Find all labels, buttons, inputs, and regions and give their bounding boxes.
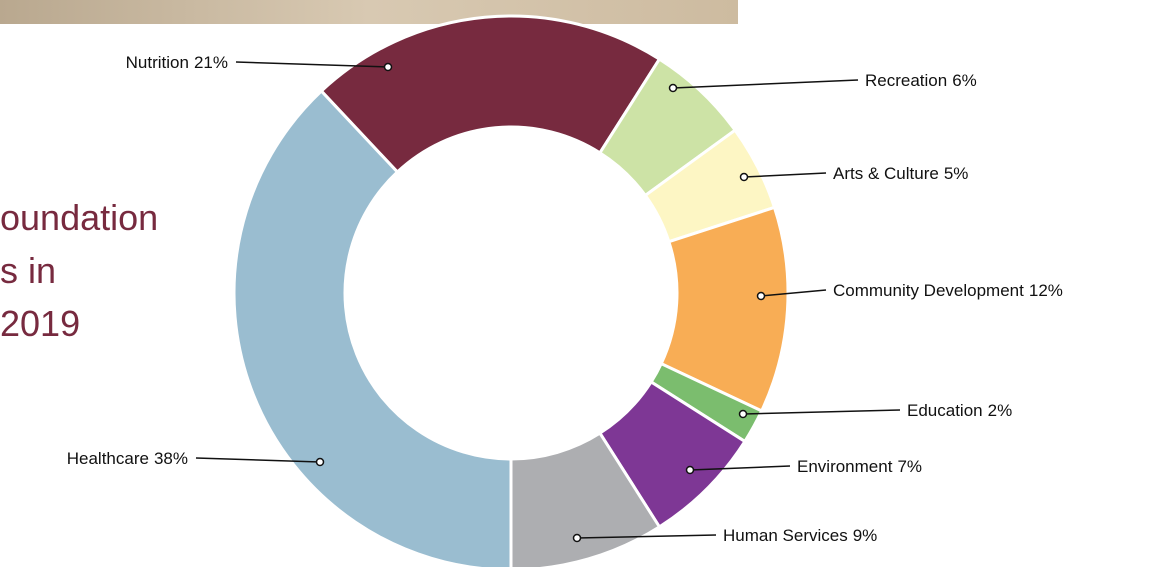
value-label: 6% xyxy=(952,71,977,90)
value-label: 38% xyxy=(154,449,188,468)
leader-dot xyxy=(738,409,748,419)
category-name: Human Services xyxy=(723,526,848,545)
leader-dot xyxy=(756,291,766,301)
leader-line xyxy=(689,465,791,471)
leader-line xyxy=(742,409,901,415)
title-line: oundation xyxy=(0,197,158,238)
category-name: Community Development xyxy=(833,281,1024,300)
slice-label: Arts & Culture 5% xyxy=(833,164,968,183)
slice-label: Human Services 9% xyxy=(723,526,877,545)
category-name: Recreation xyxy=(865,71,947,90)
slice-label: Nutrition 21% xyxy=(126,53,228,72)
value-label: 12% xyxy=(1029,281,1063,300)
leader-dot xyxy=(668,83,678,93)
leader-dot xyxy=(572,533,582,543)
slice-label: Community Development 12% xyxy=(833,281,1063,300)
leader-dot xyxy=(739,172,749,182)
value-label: 9% xyxy=(853,526,878,545)
category-name: Environment xyxy=(797,457,893,476)
donut-slice xyxy=(232,88,513,567)
slice-label: Education 2% xyxy=(907,401,1012,420)
leader-dot xyxy=(315,457,325,467)
category-name: Education xyxy=(907,401,983,420)
slice-label: Recreation 6% xyxy=(865,71,977,90)
title-line: s in xyxy=(0,250,56,291)
leader-line xyxy=(672,79,859,89)
leader-line xyxy=(743,172,827,178)
value-label: 2% xyxy=(988,401,1013,420)
leader-dot xyxy=(383,62,393,72)
donut-slice xyxy=(319,14,662,175)
leader-line xyxy=(760,289,827,297)
slice-label: Environment 7% xyxy=(797,457,922,476)
leader-line xyxy=(195,457,321,463)
slice-label: Healthcare 38% xyxy=(67,449,188,468)
value-label: 21% xyxy=(194,53,228,72)
value-label: 7% xyxy=(897,457,922,476)
leader-dot xyxy=(685,465,695,475)
donut-slice xyxy=(509,431,662,567)
header-photo xyxy=(0,0,738,24)
leader-line xyxy=(576,534,717,539)
category-name: Arts & Culture xyxy=(833,164,939,183)
value-label: 5% xyxy=(944,164,969,183)
leader-line xyxy=(235,61,389,68)
category-name: Nutrition xyxy=(126,53,189,72)
title-line: 2019 xyxy=(0,303,80,344)
category-name: Healthcare xyxy=(67,449,149,468)
